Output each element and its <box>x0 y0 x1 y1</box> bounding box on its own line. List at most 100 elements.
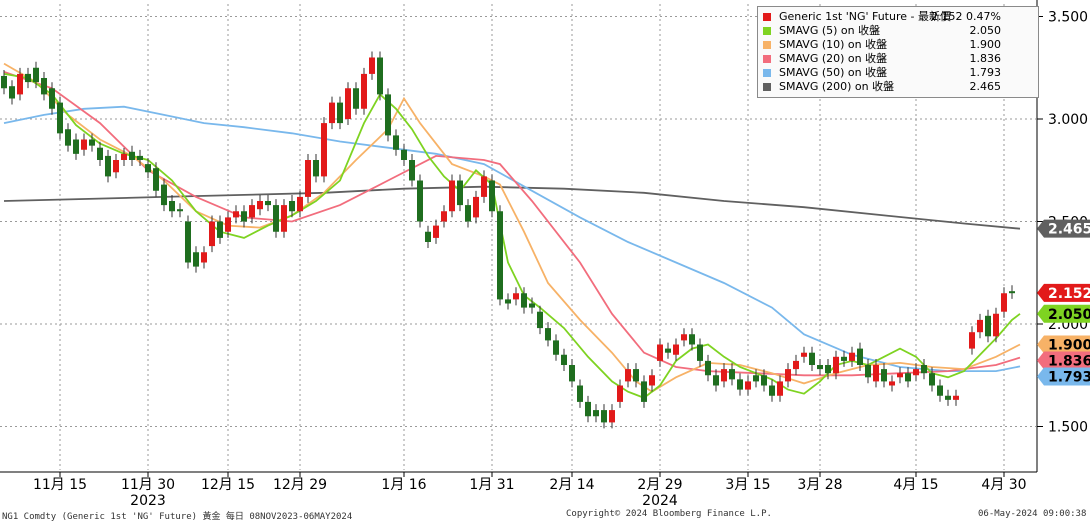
candle-down <box>841 356 847 361</box>
moving-average-lines <box>3 62 1021 399</box>
candle-down <box>25 73 31 83</box>
candle-up <box>249 205 255 218</box>
x-axis: 11月 15 11月 30 12月 15 12月 29 1月 16 1月 31 2月 14 2… <box>0 471 1037 509</box>
value-tag-shape <box>1037 304 1090 323</box>
footer-ticker-info: NG1 Comdty (Generic 1st 'NG' Future) 黃金 … <box>2 512 353 522</box>
legend-swatch <box>763 41 771 49</box>
value-tag-shape <box>1037 335 1090 354</box>
candle-down <box>729 369 735 380</box>
legend-value: 1.900 <box>969 38 1002 51</box>
legend: Generic 1st 'NG' Future - 最新價 2.152 0.47… <box>757 6 1039 98</box>
candle-down <box>161 184 167 206</box>
candle-down <box>865 365 871 378</box>
legend-value: 2.465 <box>969 80 1002 93</box>
candle-down <box>289 201 295 212</box>
value-tag-2-050: 2.050 <box>1037 304 1090 323</box>
legend-value: 2.152 0.47% <box>931 10 1001 23</box>
value-tag-label: 1.900 <box>1048 338 1090 354</box>
x-tick-label: 12月 29 <box>273 477 327 493</box>
candle-up <box>977 319 983 333</box>
candle-down <box>929 373 935 386</box>
candle-down <box>593 410 599 417</box>
candle-up <box>889 381 895 386</box>
candle-down <box>401 149 407 160</box>
candle-down <box>585 401 591 417</box>
candle-up <box>17 73 23 95</box>
legend-value: 1.793 <box>969 66 1002 79</box>
value-tag-shape <box>1037 283 1090 302</box>
candle-down <box>985 315 991 337</box>
candle-up <box>953 395 959 400</box>
legend-swatch <box>763 27 771 35</box>
legend-value: 2.050 <box>969 24 1002 37</box>
candle-up <box>361 73 367 109</box>
candle-up <box>369 57 375 74</box>
candle-down <box>337 102 343 124</box>
candle-down <box>753 375 759 382</box>
candle-up <box>121 153 127 160</box>
candle-down <box>425 231 431 242</box>
candle-down <box>521 293 527 308</box>
candle-down <box>145 164 151 173</box>
candle-up <box>849 352 855 361</box>
candle-down <box>641 381 647 402</box>
candle-up <box>473 196 479 218</box>
value-tag-1-793: 1.793 <box>1037 367 1090 386</box>
candle-down <box>945 395 951 400</box>
candle-down <box>857 348 863 365</box>
candle-down <box>577 385 583 402</box>
candle-down <box>73 139 79 154</box>
legend-swatch <box>763 83 771 91</box>
candle-up <box>297 196 303 212</box>
x-tick-label: 3月 28 <box>797 477 842 493</box>
x-tick-label: 12月 15 <box>201 477 255 493</box>
legend-swatch <box>763 69 771 77</box>
ma-line-10 <box>3 62 1021 393</box>
x-tick-label: 4月 15 <box>893 477 938 493</box>
x-tick-label: 4月 30 <box>981 477 1026 493</box>
candle-down <box>905 373 911 382</box>
candle-down <box>569 365 575 382</box>
legend-label: SMAVG (50) on 收盤 <box>779 66 888 79</box>
value-tag-label: 1.793 <box>1048 370 1090 386</box>
candle-up <box>281 205 287 232</box>
candle-down <box>921 365 927 374</box>
ma-line-5 <box>3 73 1021 399</box>
value-tag-label: 2.152 <box>1048 286 1090 302</box>
candle-down <box>817 365 823 370</box>
candle-down <box>89 139 95 146</box>
candle-down <box>353 88 359 109</box>
value-tag-shape <box>1037 367 1090 386</box>
candle-up <box>449 180 455 212</box>
candle-down <box>241 211 247 222</box>
footer-timestamp: 06-May-2024 09:00:38 <box>978 509 1087 519</box>
x-tick-label: 11月 15 <box>33 477 87 493</box>
candle-down <box>689 334 695 345</box>
x-tick-label: 1月 31 <box>469 477 514 493</box>
candle-down <box>553 340 559 355</box>
candle-down <box>737 379 743 390</box>
candle-up <box>233 211 239 218</box>
candle-down <box>545 328 551 341</box>
legend-swatch <box>763 55 771 63</box>
candle-down <box>265 201 271 206</box>
candle-down <box>377 57 383 95</box>
candle-down <box>489 180 495 212</box>
candle-up <box>673 344 679 355</box>
candle-down <box>409 160 415 181</box>
candle-up <box>969 332 975 349</box>
y-tick-label: 1.500 <box>1048 420 1088 436</box>
x-tick-label: 3月 15 <box>725 477 770 493</box>
candle-up <box>833 356 839 374</box>
ma-line-20 <box>3 70 1021 377</box>
candle-up <box>441 211 447 222</box>
candle-down <box>185 221 191 263</box>
ma-line-50 <box>3 105 1021 373</box>
candle-up <box>225 217 231 232</box>
candle-down <box>273 205 279 232</box>
candle-down <box>537 311 543 329</box>
candle-down <box>129 151 135 160</box>
candle-down <box>665 348 671 353</box>
candle-up <box>481 176 487 197</box>
